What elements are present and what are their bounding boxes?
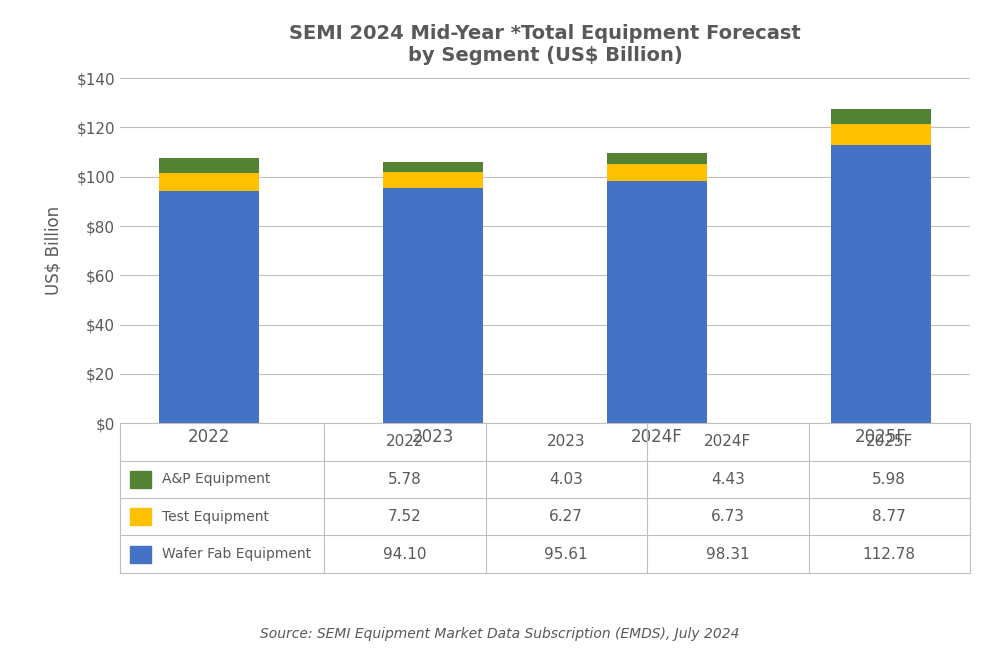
Bar — [383, 162, 483, 172]
Bar — [130, 471, 151, 488]
Bar — [159, 158, 259, 173]
Bar — [130, 508, 151, 525]
Text: 98.31: 98.31 — [706, 547, 750, 562]
Bar — [607, 164, 707, 181]
Bar — [831, 145, 931, 423]
Text: 2024F: 2024F — [704, 434, 751, 449]
Text: Test Equipment: Test Equipment — [162, 510, 269, 524]
Y-axis label: US$ Billion: US$ Billion — [45, 206, 63, 296]
Text: 2025F: 2025F — [866, 434, 913, 449]
Text: 112.78: 112.78 — [863, 547, 916, 562]
Text: 4.03: 4.03 — [549, 472, 583, 487]
Bar — [159, 173, 259, 191]
Bar — [607, 181, 707, 423]
Text: 7.52: 7.52 — [388, 509, 422, 524]
Bar — [607, 154, 707, 164]
Bar — [383, 187, 483, 423]
Text: 95.61: 95.61 — [544, 547, 588, 562]
Text: 5.98: 5.98 — [872, 472, 906, 487]
Bar — [383, 172, 483, 187]
Text: 6.27: 6.27 — [549, 509, 583, 524]
Text: A&P Equipment: A&P Equipment — [162, 473, 270, 486]
Text: 2023: 2023 — [547, 434, 586, 449]
Text: 5.78: 5.78 — [388, 472, 422, 487]
Bar — [831, 124, 931, 145]
Bar — [130, 546, 151, 562]
Bar — [159, 191, 259, 423]
Title: SEMI 2024 Mid-Year *Total Equipment Forecast
by Segment (US$ Billion): SEMI 2024 Mid-Year *Total Equipment Fore… — [289, 25, 801, 66]
Text: 6.73: 6.73 — [711, 509, 745, 524]
Text: Wafer Fab Equipment: Wafer Fab Equipment — [162, 547, 311, 561]
Text: 2022: 2022 — [385, 434, 424, 449]
Text: Source: SEMI Equipment Market Data Subscription (EMDS), July 2024: Source: SEMI Equipment Market Data Subsc… — [260, 627, 740, 641]
Text: 4.43: 4.43 — [711, 472, 745, 487]
Bar — [831, 109, 931, 124]
Text: 94.10: 94.10 — [383, 547, 426, 562]
Text: 8.77: 8.77 — [872, 509, 906, 524]
